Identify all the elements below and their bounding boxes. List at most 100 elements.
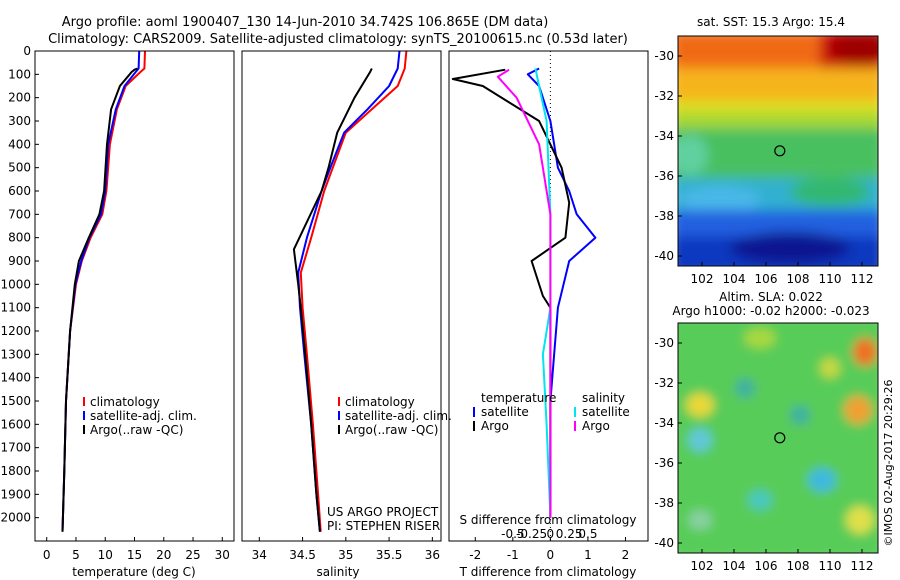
legend-label-t-satellite: satellite [481, 405, 529, 419]
x-tick-label: 15 [127, 548, 142, 562]
legend-label-t-argo: Argo [481, 419, 509, 433]
salinity-x-label: salinity [316, 565, 359, 579]
lat-tick-label: -32 [654, 376, 674, 390]
temperature-x-label: temperature (deg C) [72, 565, 195, 579]
title-line1: Argo profile: aoml 1900407_130 14-Jun-20… [62, 15, 549, 30]
float-location-marker [774, 432, 786, 444]
t-difference-x-label: T difference from climatology [459, 565, 637, 579]
difference-series-salinity-argo [496, 68, 552, 518]
sla-map-lon-ticks: 102 104 106 108 110 112 [691, 549, 874, 573]
title-line2: Climatology: CARS2009. Satellite-adjuste… [48, 32, 628, 47]
y-tick-label: 1100 [0, 301, 31, 315]
x-tick-label: 20 [156, 548, 171, 562]
s-tick-label: -0.5 [501, 527, 524, 541]
sst-map-lat-ticks: -30 -32 -34 -36 -38 -40 [654, 49, 682, 263]
y-tick-label: 400 [8, 137, 31, 151]
lon-tick-label: 108 [787, 272, 810, 286]
y-tick-label: 2000 [0, 511, 31, 525]
temperature-series-argo-raw-qc [61, 67, 138, 532]
x-tick-label: -1 [507, 548, 519, 562]
lat-tick-label: -40 [654, 249, 674, 263]
s-tick-label: 0.25 [556, 527, 583, 541]
y-tick-label: 1700 [0, 441, 31, 455]
sst-map-panel: sat. SST: 15.3 Argo: 15.4 [654, 15, 879, 286]
imos-timestamp: ©IMOS 02-Aug-2017 20:29:26 [882, 380, 895, 547]
lon-tick-label: 110 [819, 559, 842, 573]
temperature-legend: climatology satellite-adj. clim. Argo(..… [83, 395, 197, 437]
temperature-plot-area [61, 50, 146, 532]
y-tick-label: 700 [8, 207, 31, 221]
y-tick-label: 1500 [0, 394, 31, 408]
lon-tick-label: 112 [851, 559, 874, 573]
lat-tick-label: -38 [654, 496, 674, 510]
lat-tick-label: -34 [654, 129, 674, 143]
sla-map-lat-ticks: -30 -32 -34 -36 -38 -40 [654, 336, 682, 550]
s-tick-label: 0 [547, 527, 555, 541]
lon-tick-label: 108 [787, 559, 810, 573]
legend-label-satellite: satellite-adj. clim. [345, 409, 452, 423]
s-tick-label: 0.5 [578, 527, 597, 541]
s-difference-label: S difference from climatology [460, 513, 637, 527]
sst-map-frame [677, 35, 879, 267]
y-tick-label: 1800 [0, 464, 31, 478]
sla-map-panel: Altim. SLA: 0.022 Argo h1000: -0.02 h200… [654, 290, 879, 573]
x-tick-label: 5 [72, 548, 80, 562]
y-tick-label: 1200 [0, 324, 31, 338]
sst-map-lon-ticks: 102 104 106 108 110 112 [691, 262, 874, 286]
difference-frame [448, 50, 649, 542]
salinity-series-climatology [299, 50, 408, 532]
sst-map-field [678, 36, 878, 266]
lat-tick-label: -40 [654, 536, 674, 550]
y-tick-label: 0 [23, 44, 31, 58]
x-tick-label: -2 [469, 548, 481, 562]
depth-y-ticks: 0 100 200 300 400 500 600 700 800 900 1000 1100 1200… [0, 44, 39, 525]
y-tick-label: 1900 [0, 487, 31, 501]
legend-heading-salinity: salinity [582, 391, 625, 405]
legend-label-climatology: climatology [345, 395, 415, 409]
y-tick-label: 1600 [0, 417, 31, 431]
legend-label-s-argo: Argo [582, 419, 610, 433]
y-tick-label: 1400 [0, 371, 31, 385]
x-tick-label: 35.5 [376, 548, 403, 562]
sla-map-title-line2: Argo h1000: -0.02 h2000: -0.023 [672, 304, 869, 318]
salinity-x-ticks: 34 34.5 35 35.5 36 [252, 537, 440, 562]
lat-tick-label: -36 [654, 456, 674, 470]
legend-heading-temperature: temperature [481, 391, 556, 405]
lon-tick-label: 102 [691, 559, 714, 573]
difference-series-temperature-satellite [526, 67, 597, 518]
t-difference-x-ticks: -2 -1 0 1 2 [469, 537, 629, 562]
lat-tick-label: -30 [654, 49, 674, 63]
y-tick-label: 100 [8, 67, 31, 81]
lon-tick-label: 102 [691, 272, 714, 286]
lon-tick-label: 104 [723, 559, 746, 573]
y-tick-label: 1000 [0, 277, 31, 291]
salinity-panel: 34 34.5 35 35.5 36 salinity climatology sate… [241, 50, 452, 579]
difference-series-temperature-argo [451, 68, 571, 518]
credit-line2: PI: STEPHEN RISER [327, 519, 440, 533]
lon-tick-label: 106 [755, 559, 778, 573]
legend-label-argo: Argo(..raw -QC) [345, 423, 438, 437]
y-tick-label: 1300 [0, 347, 31, 361]
temperature-x-ticks: 0 5 10 15 20 25 30 [43, 537, 230, 562]
y-tick-label: 800 [8, 231, 31, 245]
lat-tick-label: -30 [654, 336, 674, 350]
salinity-frame [241, 50, 442, 542]
sla-map-field [678, 323, 878, 553]
lon-tick-label: 112 [851, 272, 874, 286]
y-tick-label: 200 [8, 91, 31, 105]
salinity-series-argo-raw-qc [292, 68, 373, 532]
x-tick-label: 34.5 [289, 548, 316, 562]
y-tick-label: 900 [8, 254, 31, 268]
lon-tick-label: 106 [755, 272, 778, 286]
credit-line1: US ARGO PROJECT [327, 505, 439, 519]
sla-map-frame [677, 322, 879, 554]
difference-panel: -2 -1 0 1 2 -0.5-0.25 0 0.250.5 S difference f… [448, 50, 649, 579]
lon-tick-label: 110 [819, 272, 842, 286]
y-tick-label: 600 [8, 184, 31, 198]
y-tick-label: 300 [8, 114, 31, 128]
x-tick-label: 35 [338, 548, 353, 562]
legend-label-climatology: climatology [90, 395, 160, 409]
salinity-plot-area [292, 50, 408, 532]
